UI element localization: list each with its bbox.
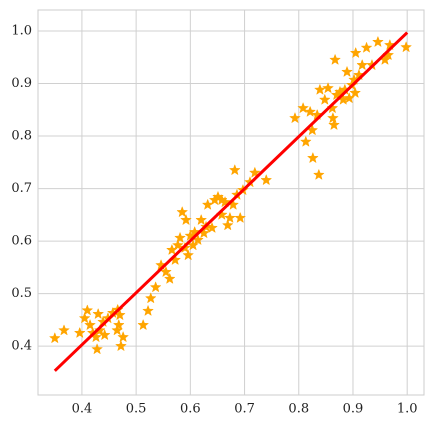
scatter-point [171, 239, 184, 251]
scatter-point [234, 211, 247, 224]
scatter-point [328, 118, 340, 131]
scatter-point [314, 83, 326, 95]
scatter-point [312, 168, 325, 180]
scatter-point [201, 198, 214, 210]
y-tick-label: 1.0 [11, 24, 32, 39]
y-tick-label: 0.4 [11, 339, 32, 354]
scatter-point [322, 82, 334, 94]
scatter-point [372, 35, 384, 48]
scatter-point [188, 225, 201, 238]
scatter-point [360, 41, 373, 53]
scatter-point [289, 111, 301, 124]
x-tick-label: 0.8 [288, 402, 309, 417]
scatter-point [112, 318, 125, 331]
scatter-point [299, 135, 312, 147]
scatter-point [400, 41, 413, 53]
scatter-point [160, 265, 172, 278]
x-tick-label: 0.6 [180, 402, 201, 417]
x-tick-label: 0.5 [126, 402, 147, 417]
scatter-point [163, 272, 176, 284]
scatter-point [318, 93, 331, 105]
x-tick-label: 0.7 [234, 402, 255, 417]
y-tick-label: 0.5 [11, 286, 32, 301]
scatter-point [223, 211, 236, 224]
scatter-point [149, 281, 162, 293]
scatter-point [349, 86, 362, 99]
scatter-point [142, 304, 154, 316]
scatter-point [117, 331, 130, 343]
scatter-point [115, 339, 127, 352]
scatter-point [260, 173, 273, 186]
scatter-point [341, 65, 353, 78]
scatter-point [327, 111, 339, 124]
scatter-point [58, 324, 70, 336]
x-tick-label: 1.0 [397, 402, 418, 417]
y-tick-label: 0.7 [11, 181, 32, 196]
scatter-point [306, 151, 319, 164]
x-tick-label: 0.4 [72, 402, 93, 417]
scatter-point [73, 326, 86, 339]
regression-line [53, 31, 409, 372]
scatter-point [92, 307, 105, 320]
scatter-point [297, 102, 310, 114]
scatter-point [206, 221, 218, 233]
y-tick-label: 0.8 [11, 129, 32, 144]
scatter-point [195, 213, 208, 226]
y-tick-label: 0.6 [11, 234, 32, 249]
y-tick-label: 0.9 [11, 76, 32, 91]
scatter-point [182, 249, 195, 261]
scatter-point [176, 206, 189, 218]
scatter-point [329, 53, 341, 65]
scatter-point [144, 292, 157, 304]
scatter-point [91, 343, 103, 355]
scatter-point [48, 332, 61, 344]
scatter-point [84, 318, 96, 331]
scatter-point [98, 328, 111, 341]
scatter-point [356, 58, 369, 71]
scatter-point [174, 231, 186, 243]
scatter-point [221, 219, 234, 231]
scatter-point [78, 312, 91, 324]
scatter-point [180, 213, 192, 226]
scatter-point [81, 304, 94, 316]
scatter-point [137, 318, 150, 331]
scatter-point [228, 163, 241, 176]
x-tick-label: 0.9 [343, 402, 364, 417]
scatter-point [215, 193, 228, 206]
scatter-point [248, 166, 261, 178]
scatter-point [93, 324, 106, 336]
scatter-point [304, 105, 317, 117]
scatter-point [349, 46, 362, 59]
